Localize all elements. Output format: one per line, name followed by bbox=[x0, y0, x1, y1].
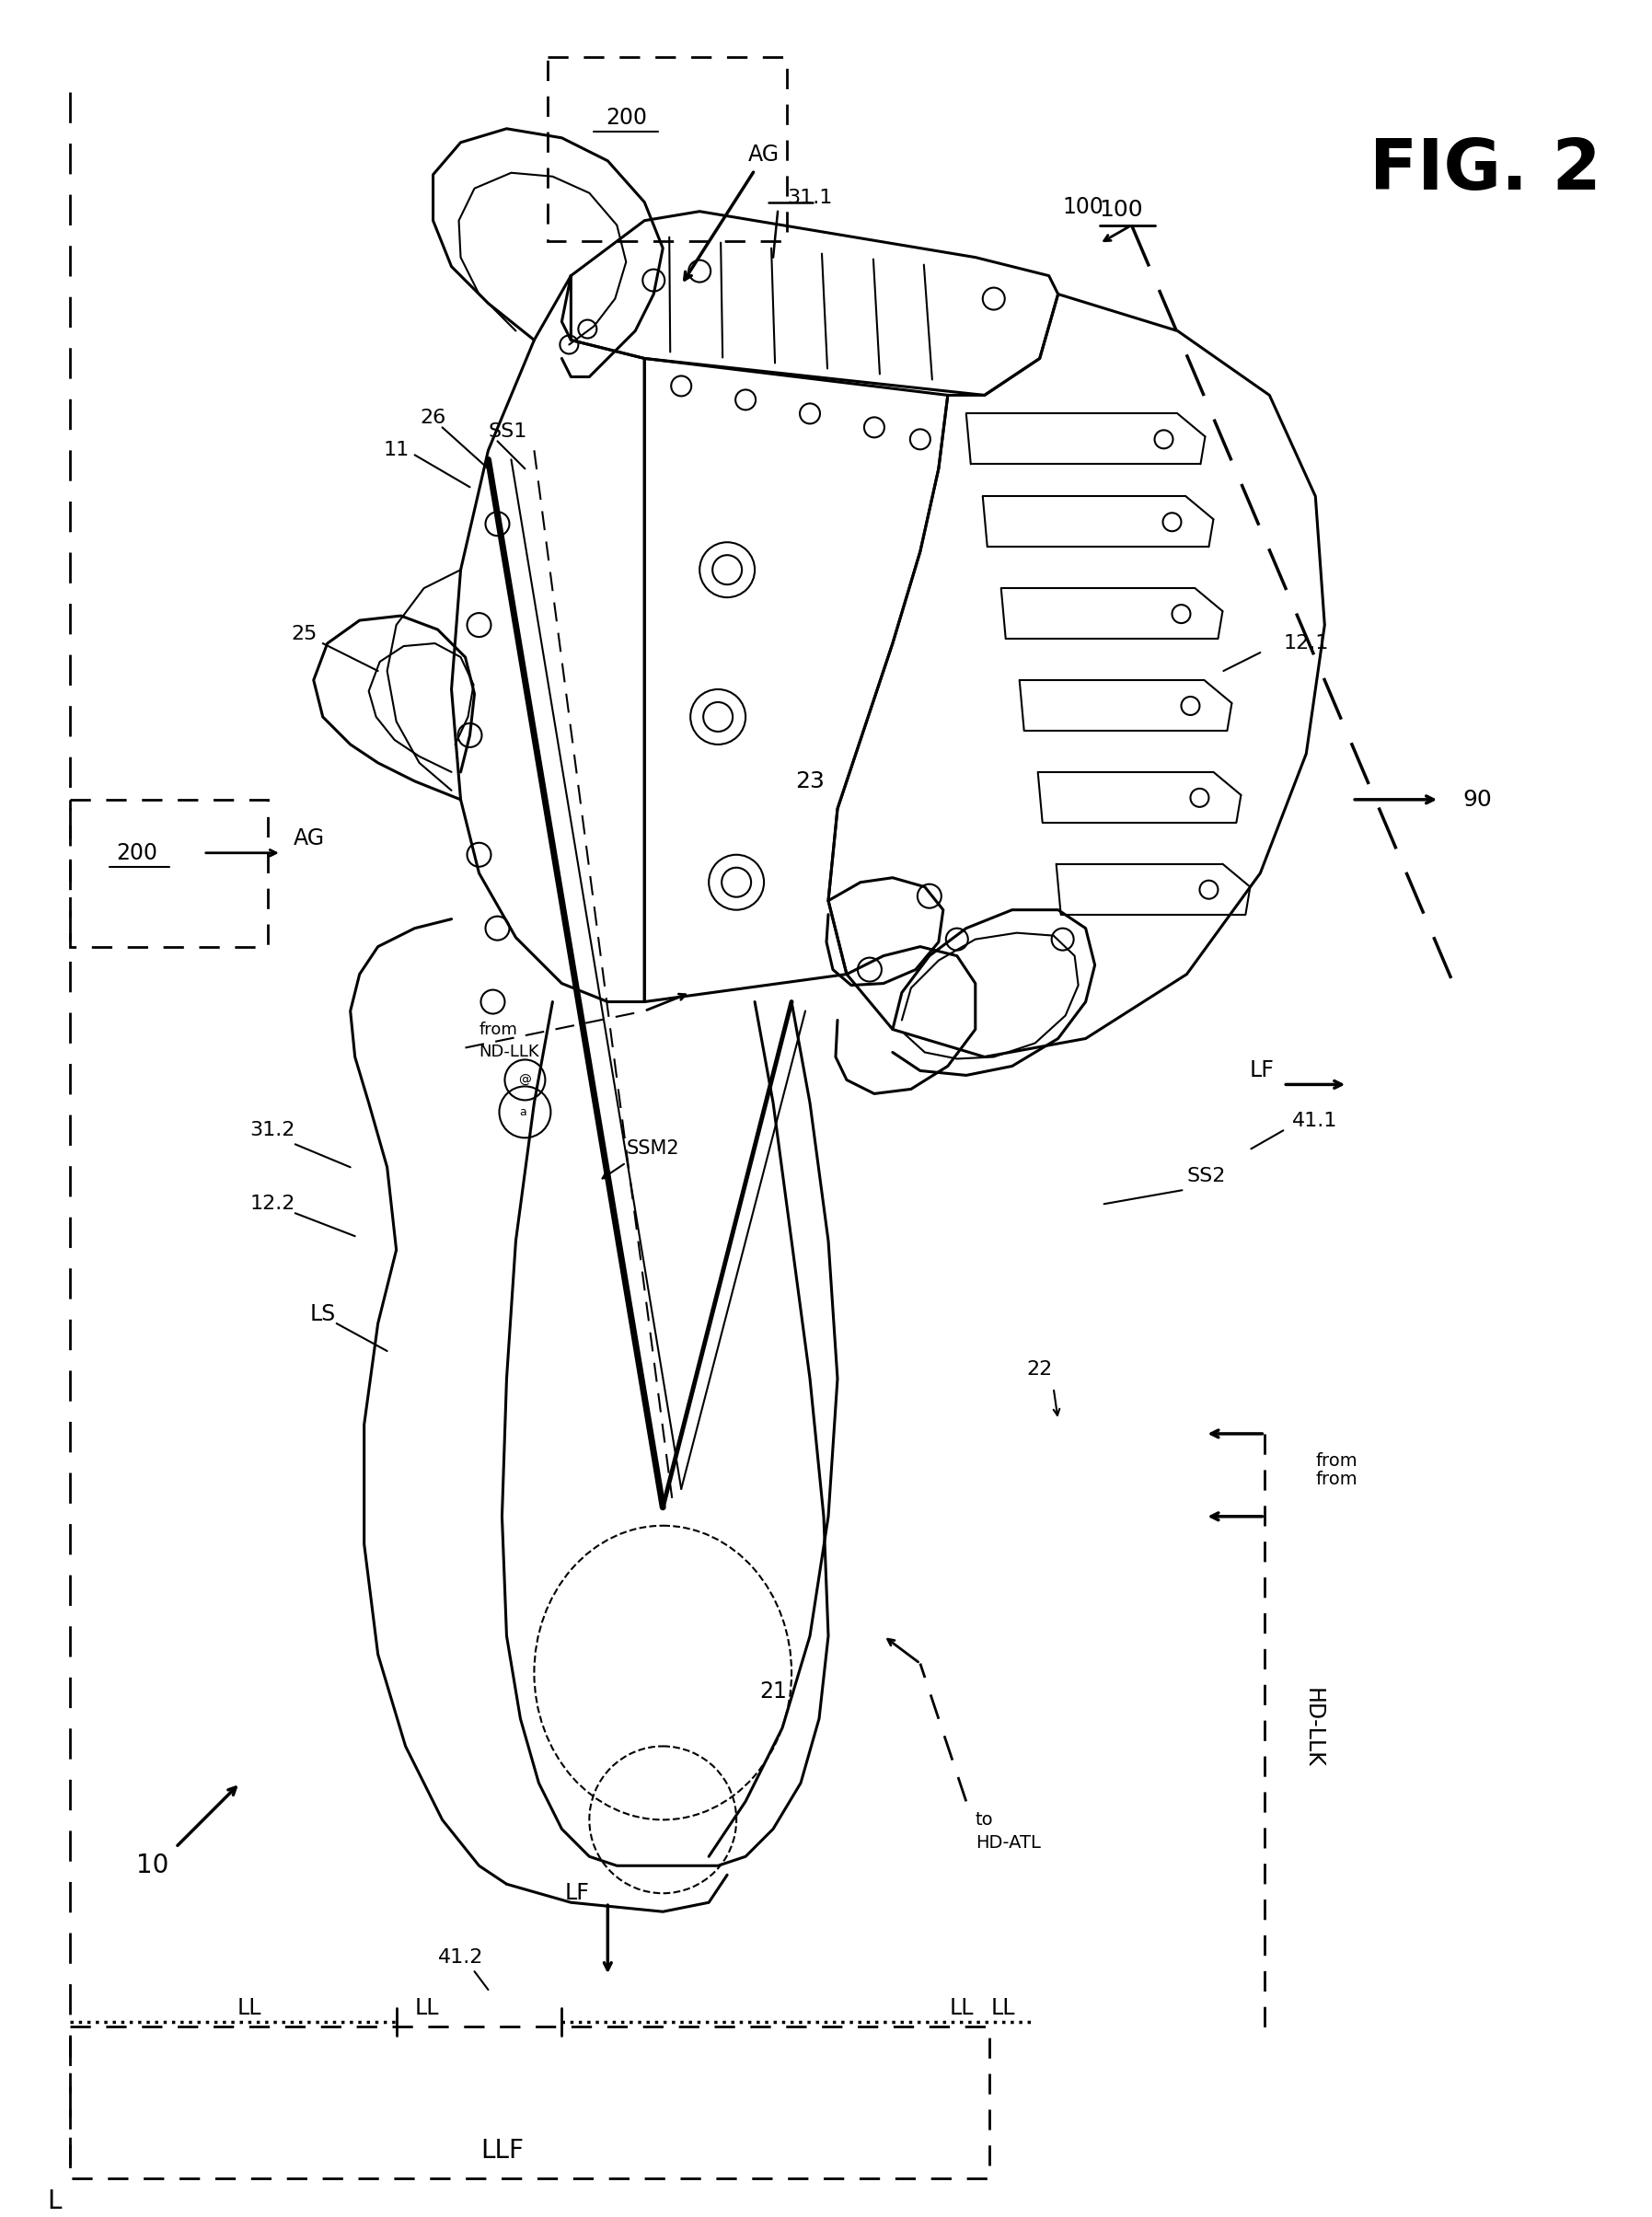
Text: HD-ATL: HD-ATL bbox=[975, 1833, 1041, 1851]
Text: 12.1: 12.1 bbox=[1284, 634, 1328, 652]
Bar bbox=[548, 58, 786, 242]
Text: 90: 90 bbox=[1462, 789, 1492, 811]
Text: from: from bbox=[1315, 1470, 1358, 1488]
Text: LS: LS bbox=[311, 1304, 335, 1326]
Text: 41.2: 41.2 bbox=[438, 1949, 484, 1966]
Text: FIG. 2: FIG. 2 bbox=[1370, 135, 1601, 204]
Text: AG: AG bbox=[294, 827, 325, 849]
Text: a: a bbox=[520, 1106, 527, 1117]
Text: 31.1: 31.1 bbox=[786, 188, 833, 206]
Bar bbox=[69, 2026, 990, 2177]
Text: LLF: LLF bbox=[481, 2137, 524, 2164]
Text: 31.2: 31.2 bbox=[249, 1122, 296, 1140]
Text: AG: AG bbox=[748, 144, 780, 166]
Text: LL: LL bbox=[950, 1998, 973, 2020]
Text: LF: LF bbox=[1249, 1060, 1274, 1082]
Text: LL: LL bbox=[415, 1998, 439, 2020]
Text: to: to bbox=[975, 1811, 993, 1829]
Text: ND-LLK: ND-LLK bbox=[479, 1044, 540, 1060]
Text: SS2: SS2 bbox=[1186, 1166, 1226, 1186]
Text: LL: LL bbox=[991, 1998, 1014, 2020]
Text: 200: 200 bbox=[605, 106, 648, 129]
Text: from: from bbox=[479, 1022, 517, 1038]
Text: 10: 10 bbox=[137, 1853, 169, 1878]
Text: 100: 100 bbox=[1062, 195, 1104, 217]
Text: 23: 23 bbox=[795, 769, 824, 791]
Text: 41.1: 41.1 bbox=[1292, 1113, 1338, 1131]
Text: 11: 11 bbox=[383, 441, 410, 459]
Text: LL: LL bbox=[238, 1998, 261, 2020]
Text: SSM2: SSM2 bbox=[626, 1140, 679, 1157]
Text: 22: 22 bbox=[1026, 1361, 1052, 1379]
Text: @: @ bbox=[519, 1073, 532, 1086]
Text: HD-LLK: HD-LLK bbox=[1302, 1687, 1323, 1767]
Text: from: from bbox=[1315, 1452, 1358, 1470]
Text: 26: 26 bbox=[420, 408, 446, 428]
Text: SS1: SS1 bbox=[489, 423, 527, 441]
Text: 21: 21 bbox=[760, 1680, 786, 1703]
Text: 12.2: 12.2 bbox=[249, 1195, 296, 1213]
Text: 25: 25 bbox=[291, 625, 317, 643]
Text: LF: LF bbox=[565, 1882, 590, 1904]
Text: 200: 200 bbox=[116, 842, 159, 865]
Bar bbox=[69, 800, 268, 947]
Text: 100: 100 bbox=[1100, 200, 1143, 219]
Text: L: L bbox=[48, 2188, 61, 2215]
